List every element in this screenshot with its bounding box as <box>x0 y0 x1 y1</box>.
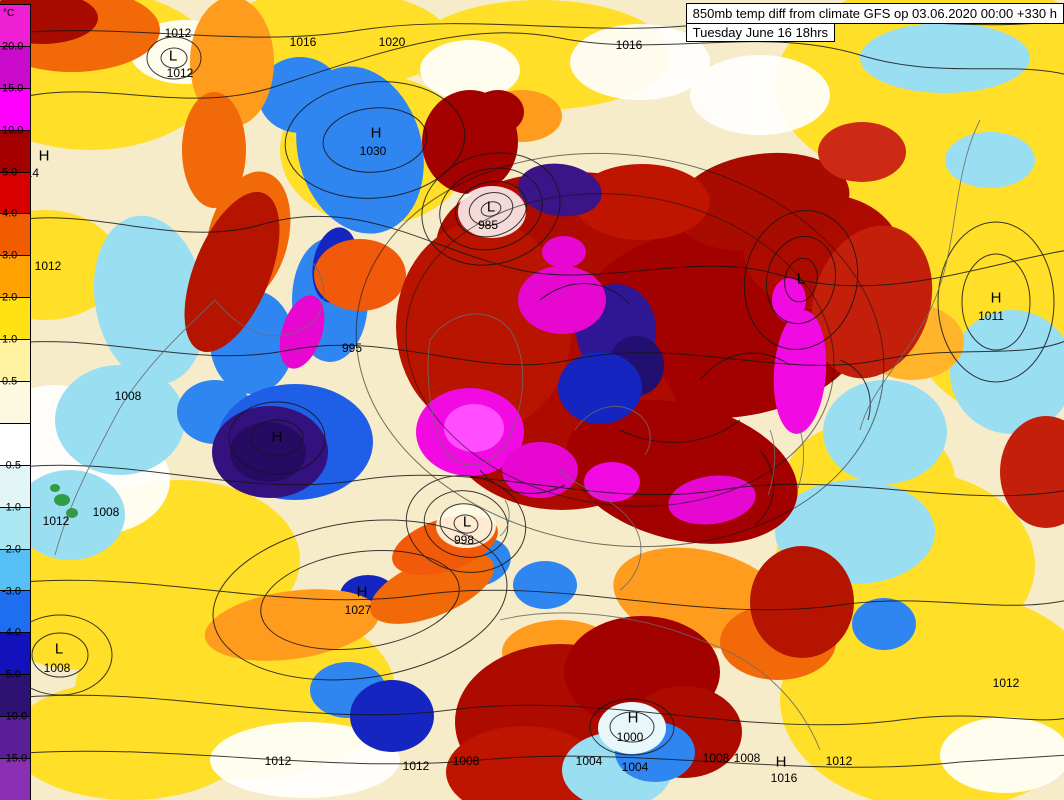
isobar-label: 1027 <box>344 603 372 617</box>
pressure-center-label: H <box>356 583 368 601</box>
isobar-label: 1012 <box>992 676 1020 690</box>
isobar-label: 1008 <box>702 751 730 765</box>
isobar-label: 1012 <box>825 754 853 768</box>
scale-band <box>0 172 30 215</box>
scale-band <box>0 5 30 47</box>
scale-band <box>0 465 30 508</box>
scale-tick: 4.0 <box>2 207 18 220</box>
scale-tick: 10.0 <box>2 123 24 136</box>
scale-tick: 5.0 <box>2 165 18 178</box>
isobar-label: 1008 <box>733 751 761 765</box>
scale-band <box>0 549 30 592</box>
isobar-contours <box>0 17 1064 768</box>
scale-band <box>0 298 30 341</box>
scale-band <box>0 130 30 173</box>
scale-band <box>0 717 30 760</box>
isobar-label: 1004 <box>575 754 603 768</box>
isobar-label: 1012 <box>164 26 192 40</box>
color-scale-ticks: 20.0 15.0 10.0 5.0 4.0 3.0 2.0 1.0 0.5 -0.5 -1.0 -2… <box>0 5 30 800</box>
scale-tick: -0.5 <box>2 459 21 472</box>
scale-band <box>0 46 30 89</box>
scale-band <box>0 633 30 676</box>
isobar-label: 1004 <box>621 760 649 774</box>
pressure-center-label: H <box>271 428 283 446</box>
pressure-center-label: L <box>54 640 64 658</box>
color-scale-bands <box>0 5 30 800</box>
pressure-center-label: H <box>990 289 1002 307</box>
isobar-label: 1012 <box>402 759 430 773</box>
scale-tick: 20.0 <box>2 40 24 53</box>
isobar-label: 1000 <box>616 730 644 744</box>
isobar-label: 1030 <box>359 144 387 158</box>
isobar-label: 1008 <box>43 661 71 675</box>
scale-tick: -3.0 <box>2 584 21 597</box>
isobar-label: 1008 <box>452 754 480 768</box>
scale-tick: -4.0 <box>2 626 21 639</box>
pressure-center-label: L <box>796 270 806 288</box>
scale-tick: -2.0 <box>2 542 21 555</box>
scale-band <box>0 256 30 299</box>
color-scale: 20.0 15.0 10.0 5.0 4.0 3.0 2.0 1.0 0.5 -0.5 -1.0 -2… <box>0 4 31 800</box>
scale-tick: 0.5 <box>2 375 18 388</box>
map-title-box: 850mb temp diff from climate GFS op 03.0… <box>685 3 1064 42</box>
pressure-center-label: H <box>627 709 639 727</box>
isobar-label: 1012 <box>34 259 62 273</box>
scale-band <box>0 214 30 257</box>
isobar-label: 1012 <box>42 514 70 528</box>
scale-tick: -15.0 <box>2 752 28 765</box>
isobar-label: 1016 <box>770 771 798 785</box>
scale-tick: 3.0 <box>2 249 18 262</box>
scale-band <box>0 507 30 550</box>
vegetation-specks <box>50 484 78 518</box>
scale-band <box>0 591 30 634</box>
scale-band <box>0 88 30 131</box>
pressure-center-label: L <box>462 513 472 531</box>
isobar-label: 995 <box>341 341 363 355</box>
map-title: 850mb temp diff from climate GFS op 03.0… <box>685 3 1064 24</box>
isobar-label: 998 <box>453 533 475 547</box>
isobar-label: 985 <box>477 218 499 232</box>
scale-unit-label: °C <box>3 8 15 19</box>
scale-band <box>0 759 30 800</box>
isobar-label: 1008 <box>114 389 142 403</box>
pressure-center-label: H <box>775 753 787 771</box>
pressure-center-label: L <box>168 47 178 65</box>
isobar-label: 1016 <box>615 38 643 52</box>
isobar-label: 1008 <box>92 505 120 519</box>
map-valid-time: Tuesday June 16 18hrs <box>685 24 836 42</box>
scale-tick: -5.0 <box>2 668 21 681</box>
isobar-label: 1012 <box>264 754 292 768</box>
scale-tick: 1.0 <box>2 333 18 346</box>
scale-band <box>0 675 30 718</box>
isobar-label: 1016 <box>289 35 317 49</box>
scale-tick: 15.0 <box>2 82 24 95</box>
isobar-label: 1020 <box>378 35 406 49</box>
scale-tick: -1.0 <box>2 501 21 514</box>
scale-band <box>0 382 30 424</box>
pressure-center-label: H <box>370 124 382 142</box>
pressure-center-label: L <box>486 198 496 216</box>
isobar-label: 1011 <box>978 309 1004 323</box>
scale-band <box>0 340 30 383</box>
isobar-label: 1012 <box>166 66 194 80</box>
scale-tick: -10.0 <box>2 710 28 723</box>
scale-band <box>0 423 30 466</box>
coastlines <box>54 119 981 751</box>
pressure-center-label: H <box>38 147 50 165</box>
scale-tick: 2.0 <box>2 291 18 304</box>
